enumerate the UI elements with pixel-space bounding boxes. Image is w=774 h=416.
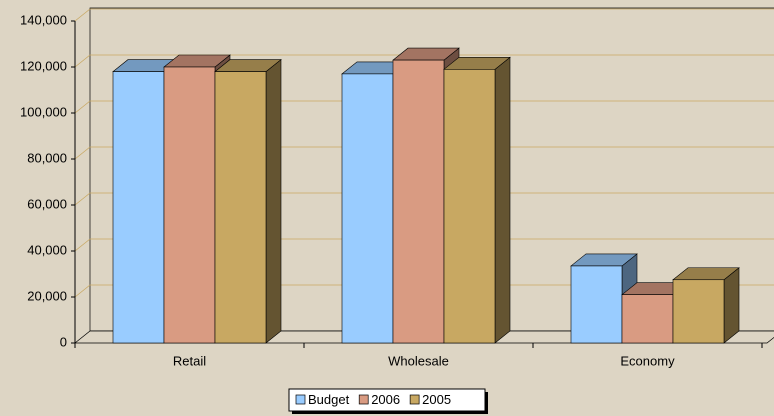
y-tick-label: 20,000 <box>27 288 67 303</box>
bar-side <box>494 56 511 344</box>
bar <box>443 69 496 344</box>
bar <box>672 279 725 344</box>
legend-label: 2006 <box>371 392 400 407</box>
y-tick-label: 80,000 <box>27 150 67 165</box>
grid-line <box>74 238 91 252</box>
x-tick-label: Economy <box>620 353 675 368</box>
x-tick-label: Wholesale <box>388 353 449 368</box>
grid-line <box>74 192 91 206</box>
legend-box <box>288 388 486 412</box>
bar <box>392 59 445 344</box>
y-tick-label: 0 <box>60 334 67 349</box>
legend-label: 2005 <box>422 392 451 407</box>
legend-swatch <box>409 394 420 405</box>
y-tick-label: 40,000 <box>27 242 67 257</box>
grid-line <box>74 146 91 160</box>
bar-side <box>723 267 740 344</box>
y-tick-label: 60,000 <box>27 196 67 211</box>
grid-line <box>74 54 91 68</box>
legend-label: Budget <box>308 392 350 407</box>
bar-side <box>265 58 282 344</box>
grid-line <box>74 100 91 114</box>
y-tick-label: 140,000 <box>20 12 67 27</box>
bar <box>163 66 216 344</box>
bar <box>621 294 674 344</box>
legend: Budget 2006 2005 <box>288 388 488 414</box>
grid-line <box>74 284 91 298</box>
bar <box>214 71 267 344</box>
bar <box>112 71 165 344</box>
legend-swatch <box>295 394 306 405</box>
bar <box>570 265 623 344</box>
x-tick-label: Retail <box>173 353 206 368</box>
legend-swatch <box>358 394 369 405</box>
y-tick-label: 120,000 <box>20 58 67 73</box>
grid-line <box>74 8 91 22</box>
bar <box>341 73 394 344</box>
y-tick-label: 100,000 <box>20 104 67 119</box>
